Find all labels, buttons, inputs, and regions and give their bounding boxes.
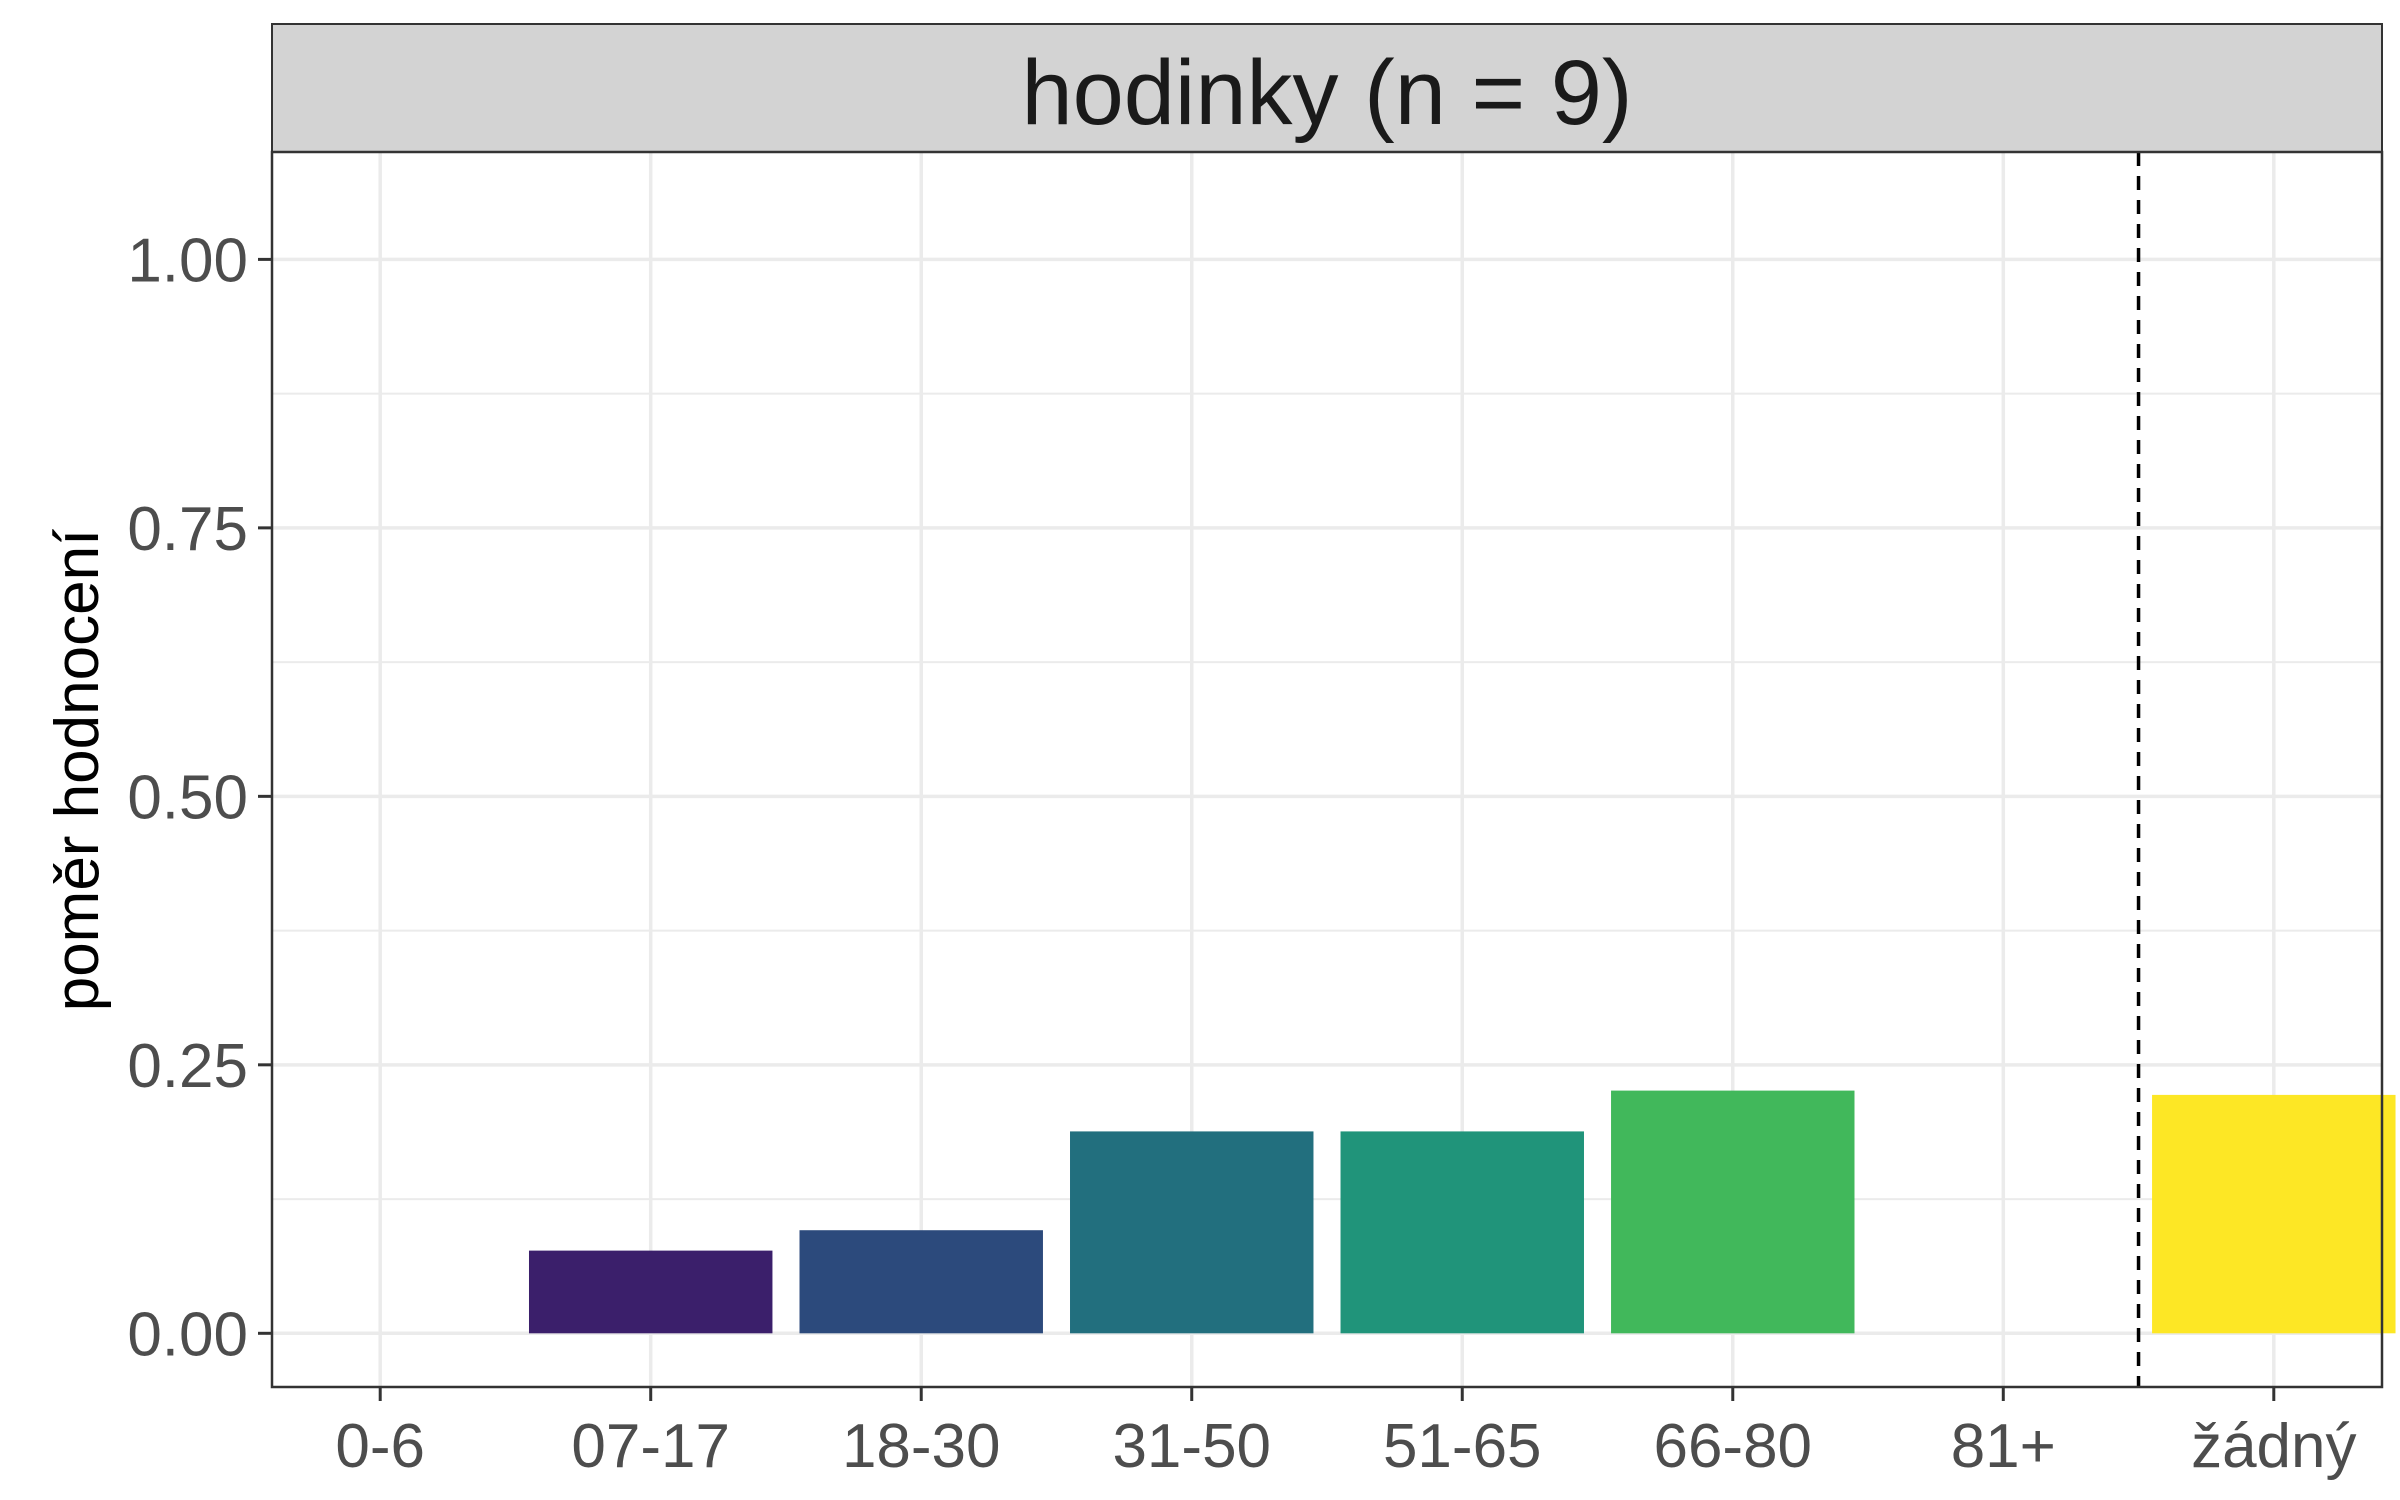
bar: [799, 1230, 1043, 1334]
x-tick-label: 31-50: [1112, 1412, 1271, 1481]
x-axis: 0-6 07-17 18-30 31-50 51-65 66-80 81+ žádný: [335, 1387, 2357, 1481]
y-tick-label: 1.00: [127, 226, 248, 295]
major-gridlines: [272, 152, 2382, 1387]
x-tick-label: 07-17: [571, 1412, 730, 1481]
x-tick-label: žádný: [2191, 1412, 2356, 1481]
bars: [528, 1090, 2396, 1334]
bar: [1340, 1131, 1584, 1334]
plot-panel: [272, 152, 2382, 1387]
x-tick-label: 51-65: [1383, 1412, 1542, 1481]
y-tick-label: 0.50: [127, 763, 248, 832]
minor-gridlines: [272, 392, 2382, 1201]
plot-panel-border: [270, 150, 2384, 1389]
x-tick-label: 66-80: [1653, 1412, 1812, 1481]
y-tick-label: 0.25: [127, 1032, 248, 1101]
y-axis: 0.00 0.25 0.50 0.75 1.00: [127, 226, 272, 1369]
x-tick-label: 81+: [1951, 1412, 2056, 1481]
y-tick-label: 0.00: [127, 1300, 248, 1369]
chart-title: hodinky (n = 9): [1021, 42, 1632, 144]
x-tick-label: 0-6: [335, 1412, 425, 1481]
bar: [1611, 1090, 1855, 1334]
x-tick-label: 18-30: [842, 1412, 1001, 1481]
y-axis-title: poměr hodnocení: [43, 529, 112, 1012]
y-tick-label: 0.75: [127, 495, 248, 564]
bar: [2152, 1094, 2396, 1334]
bar: [528, 1250, 773, 1334]
bar: [1070, 1131, 1314, 1334]
facet-strip: [271, 23, 2383, 153]
